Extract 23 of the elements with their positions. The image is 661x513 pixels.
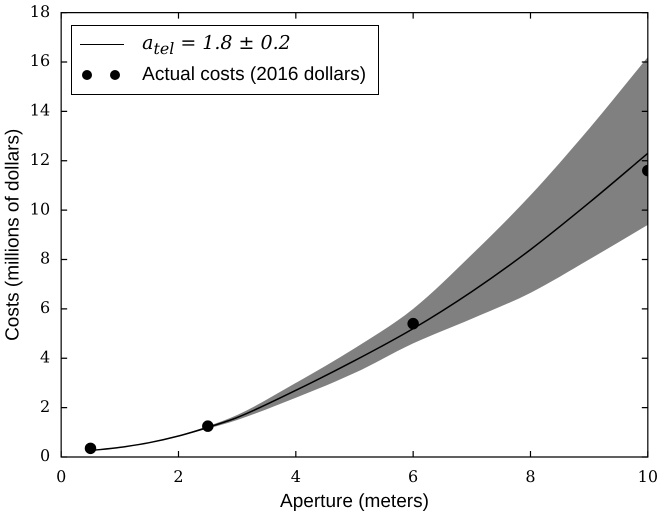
point [202, 420, 214, 432]
y-tick-label: 14 [30, 100, 50, 120]
x-tick-label: 0 [56, 466, 66, 486]
y-axis-title: Costs (millions of dollars) [2, 128, 24, 341]
x-tick-label: 2 [173, 466, 184, 486]
x-tick-label: 8 [525, 466, 536, 486]
legend-label: a$_{tel}$ = 1.8 ± 0.2 [142, 32, 291, 58]
y-tick-label: 6 [40, 298, 50, 318]
point [84, 442, 96, 454]
x-axis-title: Aperture (meters) [280, 490, 429, 512]
y-tick-label: 2 [40, 396, 50, 416]
y-tick-label: 10 [30, 199, 50, 218]
y-tick-label: 8 [40, 248, 50, 268]
point [407, 318, 419, 330]
y-tick-label: 4 [40, 347, 50, 366]
x-tick-label: 10 [638, 466, 658, 486]
x-tick-label: 4 [290, 466, 301, 486]
y-tick-label: 12 [30, 150, 50, 169]
y-tick-label: 18 [30, 2, 50, 21]
y-tick-label: 0 [40, 446, 50, 466]
y-tick-label: 16 [30, 51, 50, 70]
x-tick-label: 6 [408, 466, 418, 486]
legend-label: Actual costs (2016 dollars) [142, 64, 366, 86]
